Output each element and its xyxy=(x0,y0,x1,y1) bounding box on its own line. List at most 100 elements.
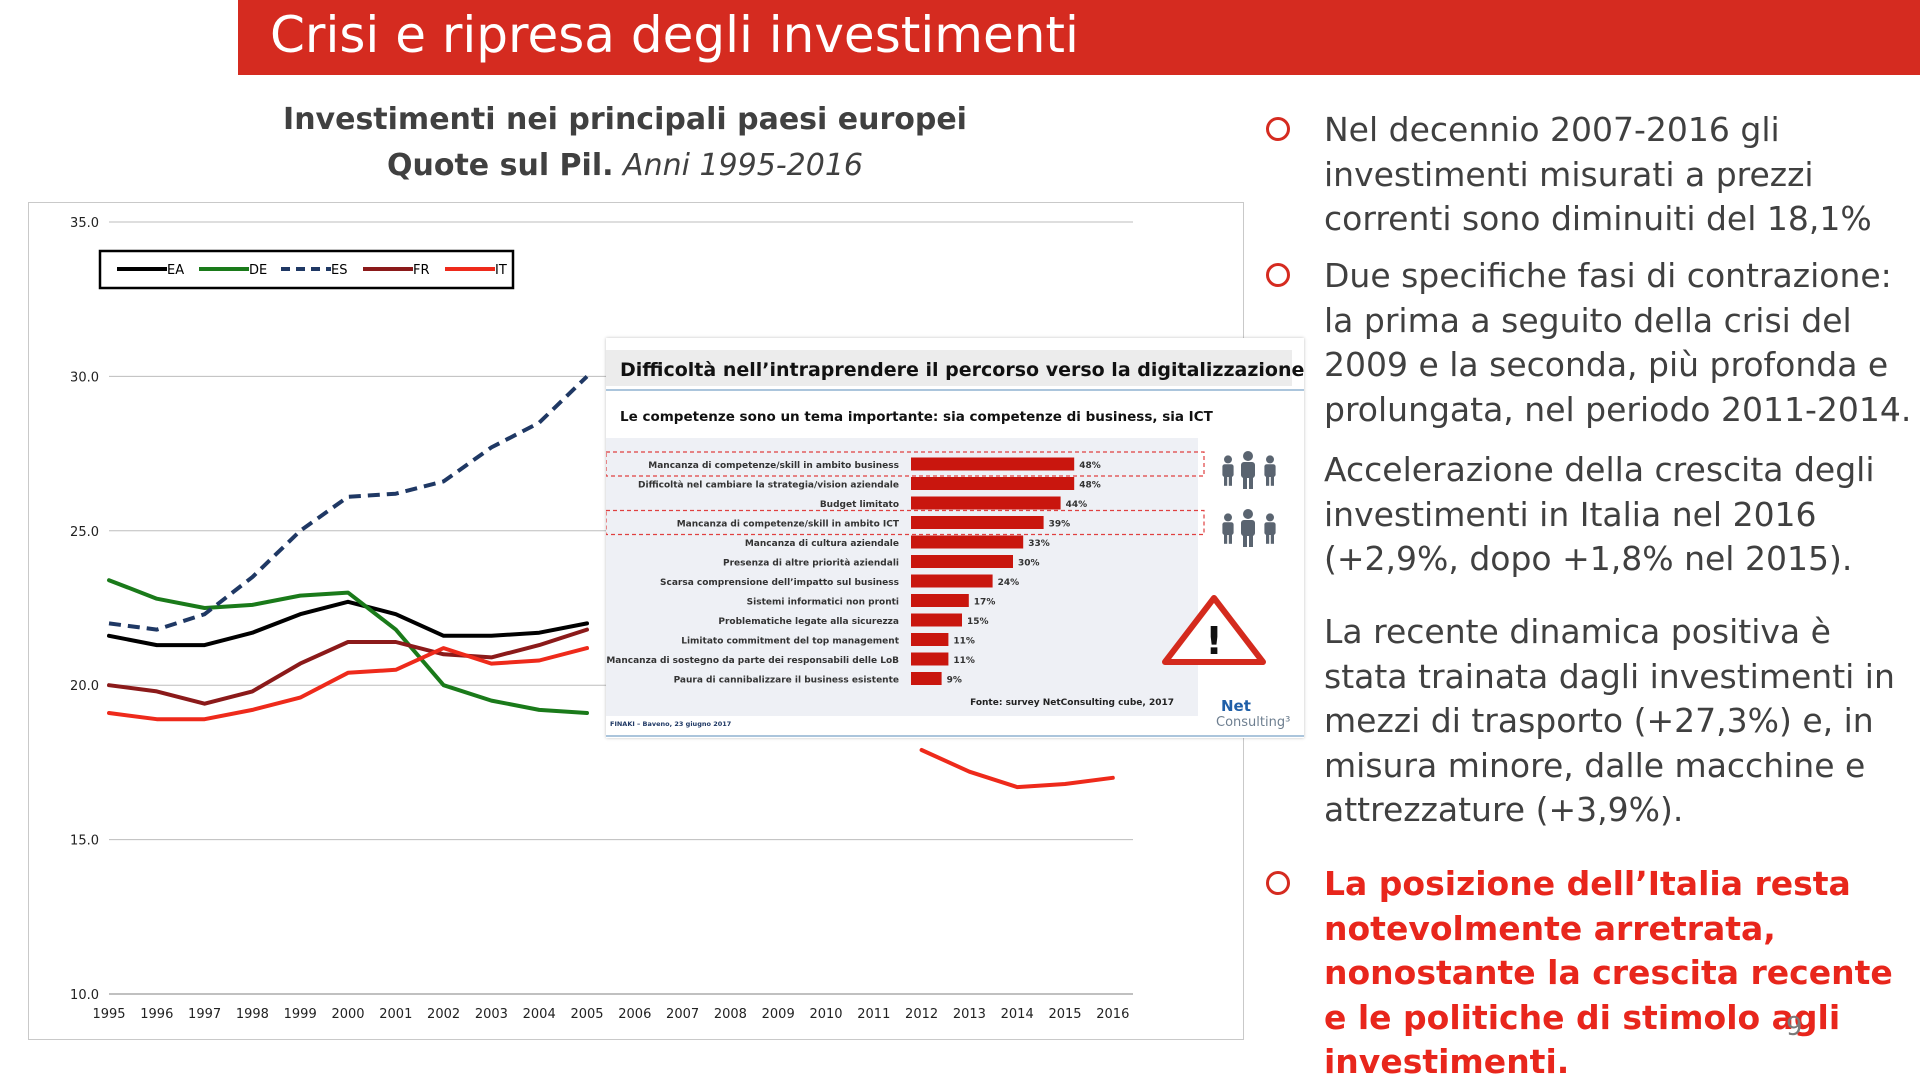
bar-category-label: Paura di cannibalizzare il business esis… xyxy=(674,676,899,686)
bar-category-label: Mancanza di competenze/skill in ambito I… xyxy=(677,520,900,530)
inset-subtitle: Le competenze sono un tema importante: s… xyxy=(620,409,1214,425)
x-tick-label: 1999 xyxy=(284,1007,317,1022)
x-tick-label: 2013 xyxy=(953,1007,986,1022)
bullet-text: Nel decennio 2007-2016 gli investimenti … xyxy=(1324,110,1872,238)
y-tick-label: 30.0 xyxy=(70,370,99,385)
inset-source: Fonte: survey NetConsulting cube, 2017 xyxy=(970,698,1174,708)
x-tick-label: 2001 xyxy=(379,1007,412,1022)
bar xyxy=(911,672,942,685)
bullet-circle-icon xyxy=(1266,263,1290,287)
page-number: 9 xyxy=(1786,1012,1803,1042)
legend-label: FR xyxy=(413,263,430,278)
bar-category-label: Mancanza di sostegno da parte dei respon… xyxy=(606,656,899,666)
bar-value-label: 33% xyxy=(1028,539,1050,549)
title-bar: Crisi e ripresa degli investimenti xyxy=(238,0,1920,75)
bar-category-label: Problematiche legate alla sicurezza xyxy=(718,617,899,627)
bar-category-label: Scarsa comprensione dell’impatto sul bus… xyxy=(660,578,899,588)
bar-category-label: Sistemi informatici non pronti xyxy=(747,598,899,608)
svg-text:Net: Net xyxy=(1221,697,1251,715)
bar xyxy=(911,477,1075,490)
bar xyxy=(911,457,1075,471)
x-tick-label: 2015 xyxy=(1048,1007,1081,1022)
series-line-es xyxy=(108,374,589,632)
x-tick-label: 2016 xyxy=(1096,1007,1129,1022)
warning-icon: ! xyxy=(1162,595,1266,665)
bar-value-label: 24% xyxy=(998,578,1020,588)
x-tick-label: 2005 xyxy=(570,1007,603,1022)
chart-heading-line2: Quote sul Pil. Anni 1995-2016 xyxy=(230,148,1020,183)
x-tick-label: 2007 xyxy=(666,1007,699,1022)
x-tick-label: 2004 xyxy=(523,1007,556,1022)
bar-value-label: 48% xyxy=(1079,461,1101,471)
bar xyxy=(911,613,962,627)
legend-label: DE xyxy=(249,263,267,278)
x-tick-label: 1998 xyxy=(236,1007,269,1022)
series-line-it xyxy=(107,646,589,722)
bar xyxy=(911,594,969,607)
series-line-de xyxy=(107,578,589,715)
highlight-box xyxy=(606,509,1205,536)
legend-box xyxy=(98,249,515,290)
bar-value-label: 11% xyxy=(953,656,975,666)
svg-text:!: ! xyxy=(1205,619,1222,663)
bullet-circle-icon xyxy=(1266,871,1290,895)
y-tick-label: 35.0 xyxy=(70,216,99,231)
bar-category-label: Mancanza di cultura aziendale xyxy=(745,539,899,549)
x-tick-label: 2002 xyxy=(427,1007,460,1022)
highlight-box xyxy=(606,451,1205,477)
inset-plot-area xyxy=(606,438,1198,716)
legend-label: EA xyxy=(167,263,184,278)
y-tick-label: 20.0 xyxy=(70,679,99,694)
bar-category-label: Mancanza di competenze/skill in ambito b… xyxy=(648,461,899,471)
x-tick-label: 2000 xyxy=(331,1007,364,1022)
x-tick-label: 2008 xyxy=(714,1007,747,1022)
x-tick-label: 2010 xyxy=(809,1007,842,1022)
legend: EA DE ES FR IT xyxy=(98,249,515,290)
people-icon xyxy=(1222,451,1276,489)
chart-heading-line1: Investimenti nei principali paesi europe… xyxy=(283,102,967,137)
bar-value-label: 30% xyxy=(1018,559,1040,569)
x-tick-label: 2012 xyxy=(905,1007,938,1022)
bar-category-label: Difficoltà nel cambiare la strategia/vis… xyxy=(638,481,899,491)
inset-title: Difficoltà nell’intraprendere il percors… xyxy=(620,359,1304,381)
bullet-text: Due specifiche fasi di contrazione: la p… xyxy=(1324,256,1912,429)
bar-value-label: 17% xyxy=(974,598,996,608)
bar xyxy=(911,555,1013,568)
x-tick-label: 2009 xyxy=(762,1007,795,1022)
x-tick-label: 1996 xyxy=(140,1007,173,1022)
series-line-ea xyxy=(107,599,589,648)
x-tick-label: 2011 xyxy=(857,1007,890,1022)
people-icon xyxy=(1222,509,1276,547)
bar-category-label: Presenza di altre priorità aziendali xyxy=(723,559,899,569)
bullet-text: Accelerazione della crescita degli inves… xyxy=(1324,450,1875,578)
x-tick-label: 2014 xyxy=(1001,1007,1034,1022)
bar-value-label: 44% xyxy=(1066,500,1088,510)
bar-value-label: 9% xyxy=(947,676,962,686)
series-line-it xyxy=(919,748,1115,790)
bar xyxy=(911,516,1044,529)
bar-value-label: 11% xyxy=(953,637,975,647)
bar-value-label: 48% xyxy=(1079,481,1101,491)
chart-heading-bold: Quote sul Pil. xyxy=(387,148,614,183)
slide-title: Crisi e ripresa degli investimenti xyxy=(270,6,1079,64)
chart-heading-italic: Anni 1995-2016 xyxy=(623,148,863,183)
bar xyxy=(911,496,1061,510)
legend-label: IT xyxy=(495,263,507,278)
y-tick-label: 25.0 xyxy=(70,525,99,540)
bullet-text: La posizione dell’Italia resta notevolme… xyxy=(1324,864,1893,1081)
bar-chart: Difficoltà nell’intraprendere il percors… xyxy=(606,350,1304,737)
inset-footer: FINAKI – Baveno, 23 giugno 2017 xyxy=(610,720,731,728)
bar-value-label: 39% xyxy=(1049,520,1071,530)
legend-label: ES xyxy=(331,263,347,278)
y-tick-label: 15.0 xyxy=(70,834,99,849)
bullet-text: La recente dinamica positiva è stata tra… xyxy=(1324,612,1895,829)
bar-chart-inset: Difficoltà nell’intraprendere il percors… xyxy=(606,338,1304,738)
bar xyxy=(911,574,993,588)
x-tick-label: 2003 xyxy=(475,1007,508,1022)
bullet-circle-icon xyxy=(1266,117,1290,141)
bar xyxy=(911,633,949,646)
bar xyxy=(911,652,949,666)
bar-category-label: Budget limitato xyxy=(820,500,899,510)
y-tick-label: 10.0 xyxy=(70,988,99,1003)
